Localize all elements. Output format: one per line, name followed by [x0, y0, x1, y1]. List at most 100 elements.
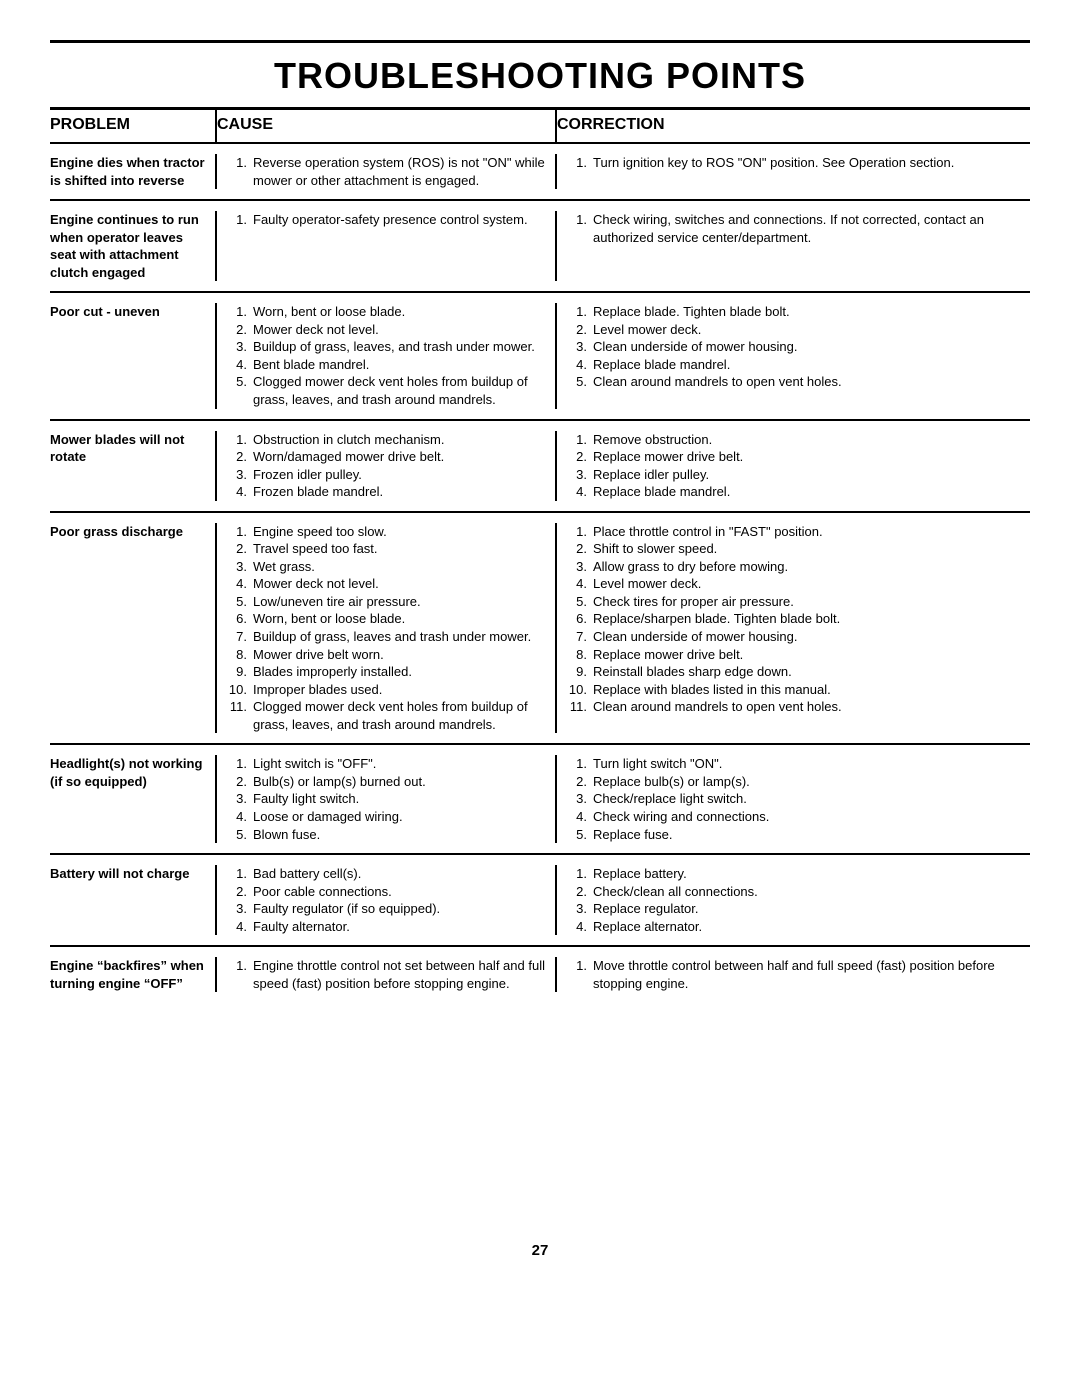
table-row: Engine continues to run when operator le… — [50, 201, 1030, 293]
correction-item: 5.Clean around mandrels to open vent hol… — [567, 373, 1030, 391]
cause-item: 1.Bad battery cell(s). — [227, 865, 547, 883]
cause-item: 2.Poor cable connections. — [227, 883, 547, 901]
correction-item: 4.Level mower deck. — [567, 575, 1030, 593]
table-row: Battery will not charge1.Bad battery cel… — [50, 855, 1030, 947]
page: TROUBLESHOOTING POINTS PROBLEM CAUSE COR… — [0, 0, 1080, 1289]
cause-item: 3.Frozen idler pulley. — [227, 466, 547, 484]
correction-item: 7.Clean underside of mower housing. — [567, 628, 1030, 646]
cause-item: 3.Buildup of grass, leaves, and trash un… — [227, 338, 547, 356]
correction-item: 3.Allow grass to dry before mowing. — [567, 558, 1030, 576]
cause-cell: 1.Engine throttle control not set betwee… — [215, 957, 555, 992]
cause-item: 1.Obstruction in clutch mechanism. — [227, 431, 547, 449]
cause-item: 11.Clogged mower deck vent holes from bu… — [227, 698, 547, 733]
correction-item: 2.Level mower deck. — [567, 321, 1030, 339]
correction-item: 2.Replace mower drive belt. — [567, 448, 1030, 466]
table-row: Mower blades will not rotate1.Obstructio… — [50, 421, 1030, 513]
correction-item: 11.Clean around mandrels to open vent ho… — [567, 698, 1030, 716]
correction-item: 3.Clean underside of mower housing. — [567, 338, 1030, 356]
cause-item: 4.Loose or damaged wiring. — [227, 808, 547, 826]
cause-item: 5.Blown fuse. — [227, 826, 547, 844]
correction-cell: 1.Remove obstruction.2.Replace mower dri… — [555, 431, 1030, 501]
cause-item: 3.Faulty light switch. — [227, 790, 547, 808]
correction-item: 3.Replace idler pulley. — [567, 466, 1030, 484]
correction-item: 1.Replace battery. — [567, 865, 1030, 883]
table-row: Headlight(s) not working (if so equipped… — [50, 745, 1030, 855]
table-body: Engine dies when tractor is shifted into… — [50, 144, 1030, 1002]
problem-cell: Poor cut - uneven — [50, 303, 215, 408]
correction-item: 5.Replace fuse. — [567, 826, 1030, 844]
table-row: Poor cut - uneven1.Worn, bent or loose b… — [50, 293, 1030, 420]
correction-cell: 1.Move throttle control between half and… — [555, 957, 1030, 992]
header-problem: PROBLEM — [50, 110, 215, 142]
cause-cell: 1.Bad battery cell(s).2.Poor cable conne… — [215, 865, 555, 935]
cause-item: 1.Light switch is "OFF". — [227, 755, 547, 773]
cause-cell: 1.Obstruction in clutch mechanism.2.Worn… — [215, 431, 555, 501]
correction-cell: 1.Turn ignition key to ROS "ON" position… — [555, 154, 1030, 189]
correction-item: 1.Replace blade. Tighten blade bolt. — [567, 303, 1030, 321]
correction-item: 10.Replace with blades listed in this ma… — [567, 681, 1030, 699]
problem-cell: Battery will not charge — [50, 865, 215, 935]
table-row: Poor grass discharge 1.Engine speed too s… — [50, 513, 1030, 746]
cause-item: 10.Improper blades used. — [227, 681, 547, 699]
correction-cell: 1.Replace blade. Tighten blade bolt.2.Le… — [555, 303, 1030, 408]
correction-item: 9.Reinstall blades sharp edge down. — [567, 663, 1030, 681]
correction-item: 1.Check wiring, switches and connections… — [567, 211, 1030, 246]
cause-item: 2.Travel speed too fast. — [227, 540, 547, 558]
problem-cell: Poor grass discharge — [50, 523, 215, 734]
correction-item: 4.Check wiring and connections. — [567, 808, 1030, 826]
correction-item: 2.Check/clean all connections. — [567, 883, 1030, 901]
correction-item: 1.Turn light switch "ON". — [567, 755, 1030, 773]
correction-item: 1.Turn ignition key to ROS "ON" position… — [567, 154, 1030, 172]
cause-cell: 1.Light switch is "OFF".2.Bulb(s) or lam… — [215, 755, 555, 843]
correction-item: 6.Replace/sharpen blade. Tighten blade b… — [567, 610, 1030, 628]
correction-item: 5.Check tires for proper air pressure. — [567, 593, 1030, 611]
correction-cell: 1.Turn light switch "ON".2.Replace bulb(… — [555, 755, 1030, 843]
correction-item: 4.Replace blade mandrel. — [567, 356, 1030, 374]
cause-item: 1.Worn, bent or loose blade. — [227, 303, 547, 321]
cause-item: 1.Engine speed too slow. — [227, 523, 547, 541]
correction-item: 8.Replace mower drive belt. — [567, 646, 1030, 664]
cause-item: 4.Bent blade mandrel. — [227, 356, 547, 374]
table-row: Engine “backfires” when turning engine “… — [50, 947, 1030, 1002]
cause-item: 4.Faulty alternator. — [227, 918, 547, 936]
cause-item: 4.Mower deck not level. — [227, 575, 547, 593]
correction-item: 2.Shift to slower speed. — [567, 540, 1030, 558]
cause-item: 5.Clogged mower deck vent holes from bui… — [227, 373, 547, 408]
correction-cell: 1.Place throttle control in "FAST" posit… — [555, 523, 1030, 734]
table-row: Engine dies when tractor is shifted into… — [50, 144, 1030, 201]
cause-item: 1.Reverse operation system (ROS) is not … — [227, 154, 547, 189]
cause-item: 3.Faulty regulator (if so equipped). — [227, 900, 547, 918]
header-correction: CORRECTION — [555, 110, 1030, 142]
cause-item: 2.Worn/damaged mower drive belt. — [227, 448, 547, 466]
cause-cell: 1.Reverse operation system (ROS) is not … — [215, 154, 555, 189]
cause-item: 2.Bulb(s) or lamp(s) burned out. — [227, 773, 547, 791]
correction-item: 1.Remove obstruction. — [567, 431, 1030, 449]
correction-item: 1.Move throttle control between half and… — [567, 957, 1030, 992]
cause-item: 9.Blades improperly installed. — [227, 663, 547, 681]
cause-item: 3.Wet grass. — [227, 558, 547, 576]
table-header-row: PROBLEM CAUSE CORRECTION — [50, 110, 1030, 144]
problem-cell: Headlight(s) not working (if so equipped… — [50, 755, 215, 843]
header-cause: CAUSE — [215, 110, 555, 142]
cause-item: 6.Worn, bent or loose blade. — [227, 610, 547, 628]
cause-item: 7.Buildup of grass, leaves and trash und… — [227, 628, 547, 646]
correction-cell: 1.Replace battery.2.Check/clean all conn… — [555, 865, 1030, 935]
cause-item: 8.Mower drive belt worn. — [227, 646, 547, 664]
cause-cell: 1.Faulty operator-safety presence contro… — [215, 211, 555, 281]
correction-item: 3.Check/replace light switch. — [567, 790, 1030, 808]
problem-cell: Engine dies when tractor is shifted into… — [50, 154, 215, 189]
correction-item: 4.Replace blade mandrel. — [567, 483, 1030, 501]
problem-cell: Mower blades will not rotate — [50, 431, 215, 501]
cause-item: 1.Faulty operator-safety presence contro… — [227, 211, 547, 229]
problem-cell: Engine “backfires” when turning engine “… — [50, 957, 215, 992]
cause-item: 5.Low/uneven tire air pressure. — [227, 593, 547, 611]
cause-cell: 1.Worn, bent or loose blade.2.Mower deck… — [215, 303, 555, 408]
cause-item: 4.Frozen blade mandrel. — [227, 483, 547, 501]
correction-cell: 1.Check wiring, switches and connections… — [555, 211, 1030, 281]
top-rule — [50, 40, 1030, 43]
correction-item: 1.Place throttle control in "FAST" posit… — [567, 523, 1030, 541]
correction-item: 3.Replace regulator. — [567, 900, 1030, 918]
problem-cell: Engine continues to run when operator le… — [50, 211, 215, 281]
correction-item: 4.Replace alternator. — [567, 918, 1030, 936]
page-number: 27 — [50, 1242, 1030, 1259]
